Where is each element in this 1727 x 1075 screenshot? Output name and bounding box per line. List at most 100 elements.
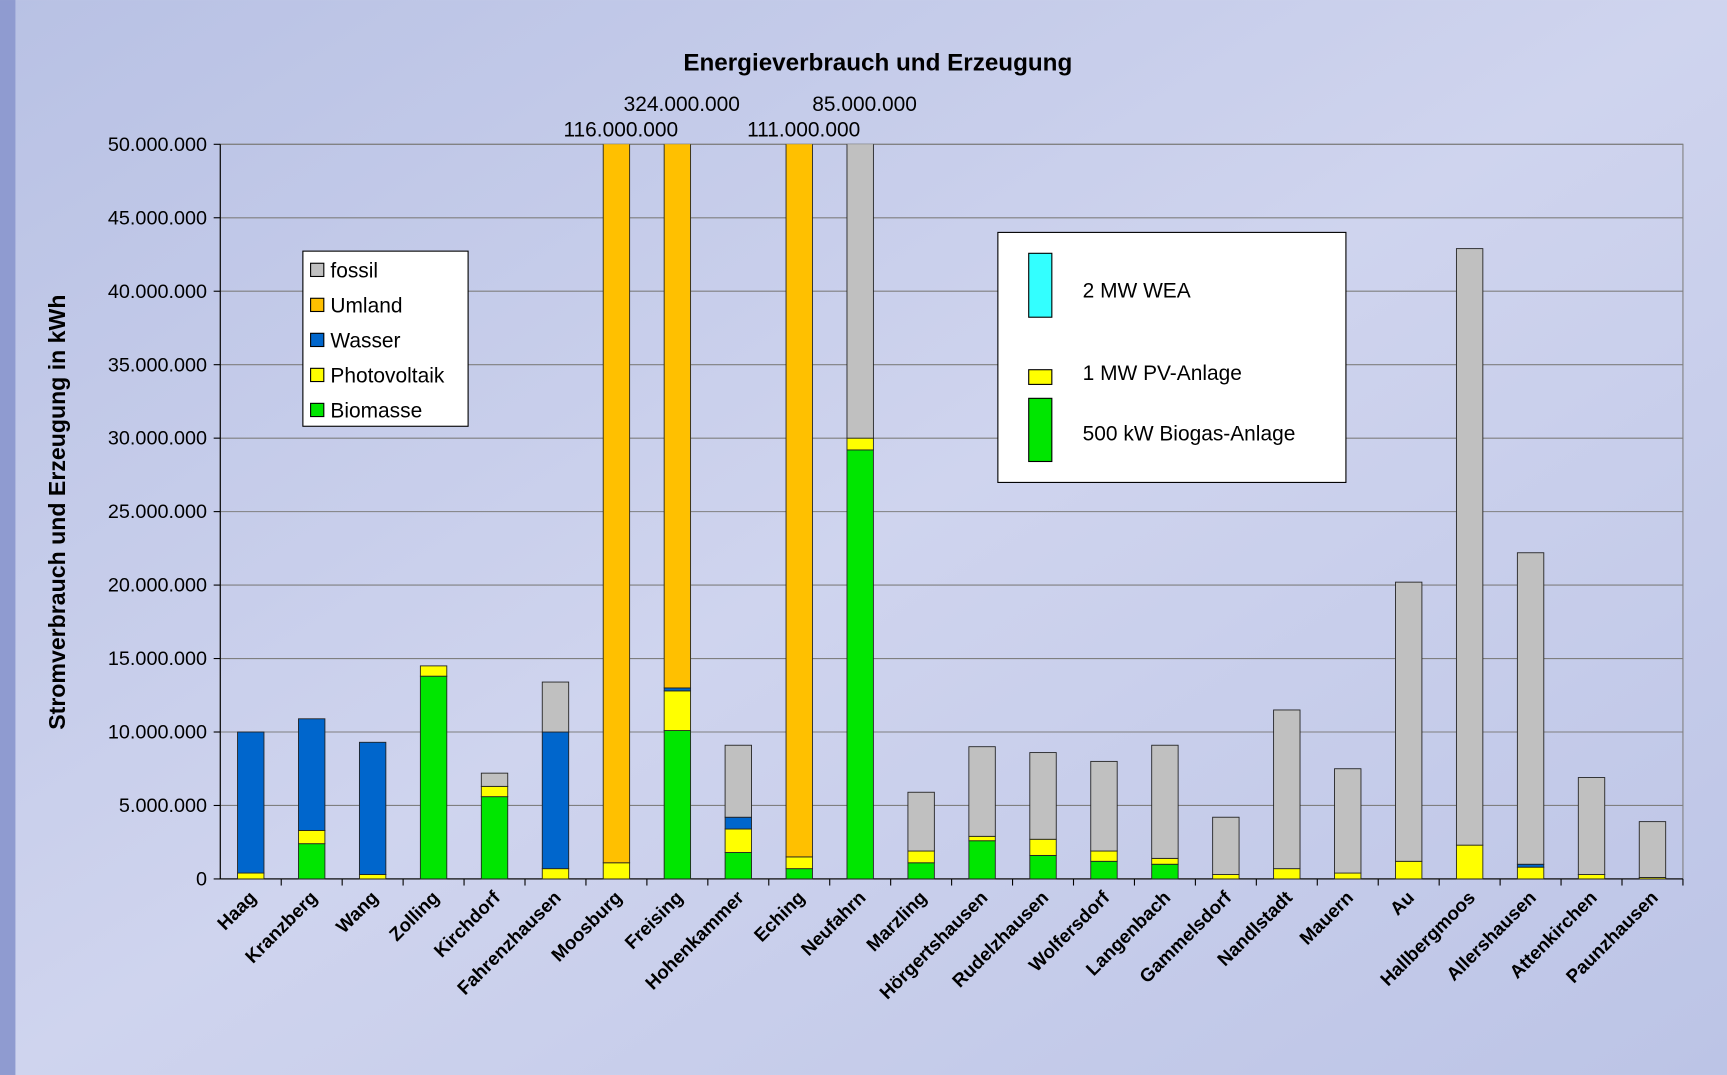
bar-segment bbox=[724, 828, 752, 853]
legend-swatch bbox=[310, 332, 325, 348]
bar-segment bbox=[663, 690, 692, 731]
legend-box bbox=[302, 250, 469, 427]
bar-segment bbox=[907, 791, 935, 852]
bar-segment bbox=[602, 144, 631, 864]
bar-segment bbox=[1455, 844, 1484, 880]
bar-segment bbox=[1212, 874, 1240, 880]
annotation: 85.000.000 bbox=[812, 93, 917, 116]
bar-segment bbox=[298, 830, 326, 845]
bar-segment bbox=[1516, 552, 1545, 865]
y-tick-label: 30.000.000 bbox=[108, 428, 207, 450]
bar-segment bbox=[1334, 872, 1362, 880]
bar-segment bbox=[907, 862, 935, 880]
bar-segment bbox=[785, 856, 813, 870]
y-tick-label: 40.000.000 bbox=[108, 281, 207, 303]
bar-segment bbox=[1029, 838, 1057, 856]
bar-segment bbox=[907, 850, 935, 864]
bar-segment bbox=[1090, 850, 1118, 862]
bar-segment bbox=[785, 144, 813, 858]
bar-segment bbox=[1577, 874, 1606, 880]
legend-swatch bbox=[310, 402, 325, 418]
bar-segment bbox=[846, 144, 874, 439]
legend-label: Umland bbox=[330, 295, 402, 318]
annotation: 111.000.000 bbox=[747, 119, 860, 142]
reference-label: 500 kW Biogas-Anlage bbox=[1083, 423, 1296, 446]
reference-label: 1 MW PV-Anlage bbox=[1083, 362, 1242, 385]
y-tick-label: 50.000.000 bbox=[108, 134, 207, 156]
bar-segment bbox=[480, 772, 509, 787]
y-tick-label: 35.000.000 bbox=[108, 354, 207, 376]
bar-segment bbox=[1151, 857, 1179, 865]
bar-segment bbox=[846, 449, 874, 880]
legend-label: Wasser bbox=[330, 330, 400, 353]
bar-segment bbox=[480, 785, 509, 798]
bar-segment bbox=[968, 840, 996, 880]
bar-segment bbox=[1516, 866, 1545, 880]
bar-segment bbox=[480, 796, 509, 880]
bars bbox=[237, 144, 1667, 880]
bar-segment bbox=[1151, 863, 1179, 880]
annotation: 116.000.000 bbox=[563, 119, 678, 142]
bar-segment bbox=[1212, 816, 1240, 875]
legend-swatch bbox=[310, 262, 325, 278]
y-tick-label: 25.000.000 bbox=[108, 501, 207, 523]
bar-segment bbox=[237, 731, 265, 874]
y-tick-label: 20.000.000 bbox=[108, 575, 207, 597]
annotation: 324.000.000 bbox=[624, 93, 740, 116]
left-edge bbox=[0, 0, 16, 1075]
bar-segment bbox=[541, 731, 570, 870]
legend-label: Biomasse bbox=[330, 400, 422, 423]
bar-segment bbox=[1029, 854, 1057, 880]
bar-segment bbox=[419, 675, 448, 880]
bar-segment bbox=[785, 868, 813, 880]
bar-segment bbox=[724, 744, 752, 818]
y-tick-label: 0 bbox=[196, 869, 207, 891]
legend-label: fossil bbox=[330, 260, 378, 283]
bar-segment bbox=[602, 862, 631, 880]
bar-segment bbox=[541, 681, 570, 733]
chart-title: Energieverbrauch und Erzeugung bbox=[683, 50, 1072, 77]
reference-mark bbox=[1028, 397, 1053, 463]
bar-segment bbox=[846, 437, 874, 451]
bar-segment bbox=[1638, 821, 1667, 878]
bar-segment bbox=[298, 718, 326, 831]
legend-swatch bbox=[310, 297, 325, 313]
bar-segment bbox=[724, 852, 752, 880]
y-tick-label: 10.000.000 bbox=[108, 722, 207, 744]
y-axis-label: Stromverbrauch und Erzeugung in kWh bbox=[44, 295, 70, 730]
bar-segment bbox=[419, 665, 448, 677]
reference-box bbox=[997, 231, 1347, 483]
bar-segment bbox=[968, 835, 996, 842]
y-tick-label: 15.000.000 bbox=[108, 648, 207, 670]
bar-segment bbox=[1273, 709, 1301, 870]
bar-segment bbox=[1334, 768, 1362, 874]
bar-segment bbox=[237, 872, 265, 880]
reference-mark bbox=[1028, 252, 1053, 318]
bar-segment bbox=[724, 816, 752, 830]
bar-segment bbox=[968, 746, 996, 837]
bar-segment bbox=[1151, 744, 1179, 859]
bar-segment bbox=[1455, 248, 1484, 846]
bar-segment bbox=[663, 730, 692, 880]
bar-segment bbox=[358, 741, 387, 875]
bar-segment bbox=[298, 843, 326, 880]
legend: fossil Umland Wasser Photovoltaik Biomasse 2 … bbox=[310, 252, 1296, 463]
bar-segment bbox=[1090, 860, 1118, 880]
legend-label: Photovoltaik bbox=[330, 365, 444, 388]
reference-label: 2 MW WEA bbox=[1083, 279, 1191, 302]
bar-segment bbox=[1395, 860, 1423, 880]
bar-segment bbox=[358, 874, 387, 880]
reference-mark bbox=[1028, 369, 1053, 385]
bar-segment bbox=[1516, 863, 1545, 868]
y-tick-label: 45.000.000 bbox=[108, 207, 207, 229]
grid bbox=[213, 143, 1684, 886]
bar-segment bbox=[1273, 868, 1301, 880]
bar-segment bbox=[1029, 752, 1057, 840]
y-tick-label: 5.000.000 bbox=[119, 795, 207, 817]
bar-segment bbox=[1577, 777, 1606, 875]
bar-segment bbox=[1395, 581, 1423, 862]
bar-segment bbox=[541, 868, 570, 880]
bar-segment bbox=[663, 144, 692, 689]
